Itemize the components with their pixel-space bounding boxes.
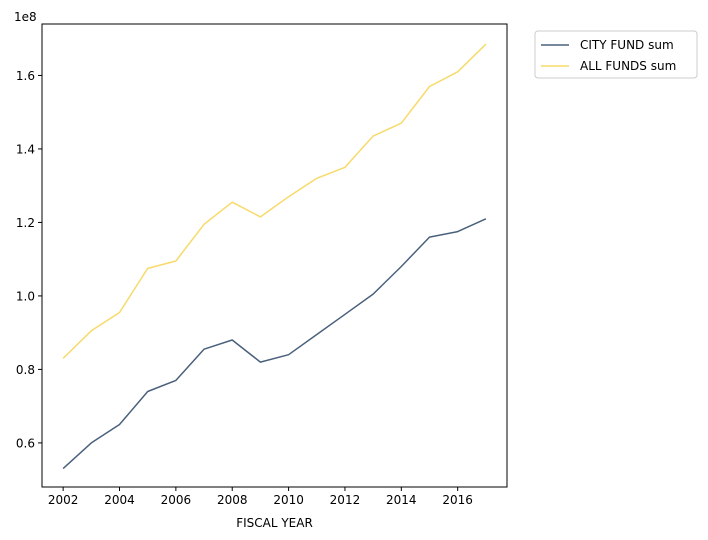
x-axis-ticks: 2002 2004 2006 2008 2010 2012 2014 2016 bbox=[48, 487, 473, 507]
x-tick-label: 2014 bbox=[386, 493, 417, 507]
x-axis-label: FISCAL YEAR bbox=[236, 516, 313, 530]
plot-frame bbox=[41, 23, 508, 488]
x-tick-label: 2006 bbox=[161, 493, 192, 507]
y-offset-text: 1e8 bbox=[14, 10, 37, 24]
legend-box bbox=[534, 30, 698, 79]
y-tick-label: 1.4 bbox=[16, 142, 35, 156]
series-line-city-fund-sum bbox=[62, 218, 487, 470]
series-lines bbox=[62, 43, 487, 470]
x-tick-label: 2012 bbox=[330, 493, 361, 507]
y-tick-label: 1.6 bbox=[16, 69, 35, 83]
x-tick-label: 2016 bbox=[442, 493, 473, 507]
x-tick-label: 2002 bbox=[48, 493, 79, 507]
y-tick-label: 1.0 bbox=[16, 289, 35, 303]
x-tick-label: 2004 bbox=[104, 493, 135, 507]
series-line-all-funds-sum bbox=[62, 43, 487, 359]
legend-label-all-funds: ALL FUNDS sum bbox=[580, 59, 676, 73]
y-axis-ticks: 0.6 0.8 1.0 1.2 1.4 1.6 bbox=[16, 69, 42, 450]
y-tick-label: 1.2 bbox=[16, 216, 35, 230]
legend-label-city-fund: CITY FUND sum bbox=[580, 38, 674, 52]
legend: CITY FUND sum ALL FUNDS sum bbox=[534, 30, 698, 79]
y-tick-label: 0.6 bbox=[16, 436, 35, 450]
x-tick-label: 2010 bbox=[273, 493, 304, 507]
y-tick-label: 0.8 bbox=[16, 363, 35, 377]
x-tick-label: 2008 bbox=[217, 493, 248, 507]
